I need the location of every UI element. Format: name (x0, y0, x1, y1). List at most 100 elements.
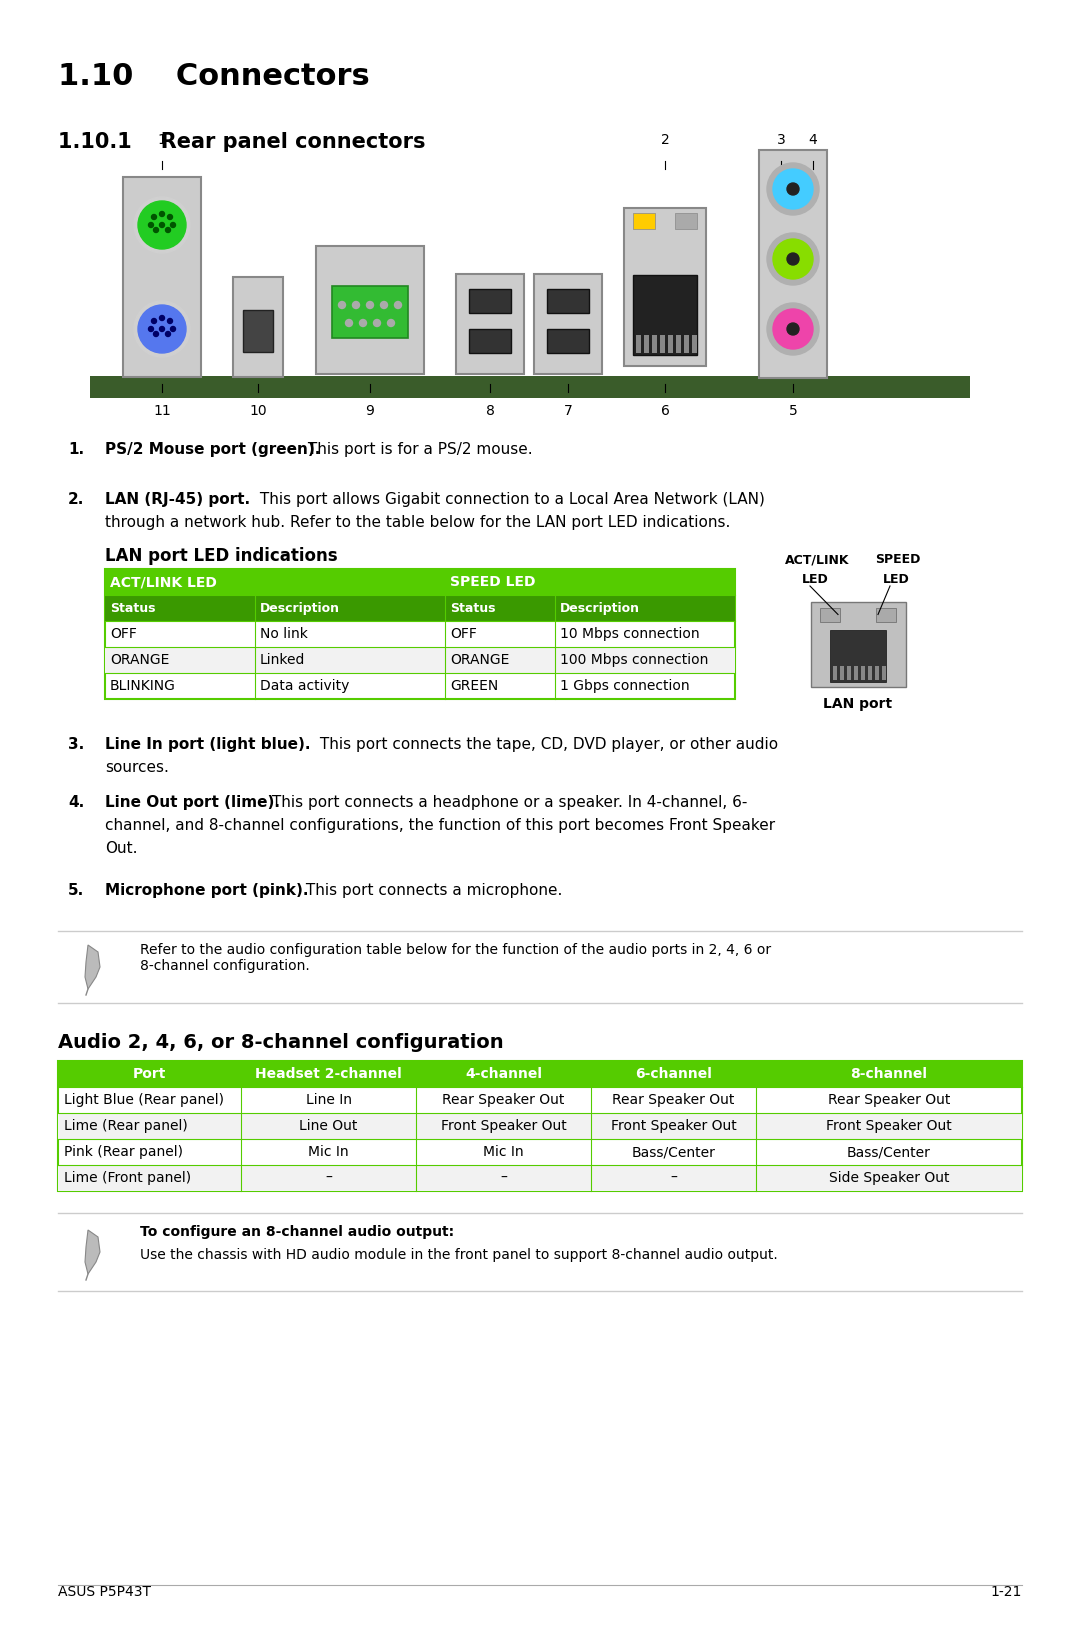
Text: Audio 2, 4, 6, or 8-channel configuration: Audio 2, 4, 6, or 8-channel configuratio… (58, 1033, 503, 1053)
Text: 3.: 3. (68, 737, 84, 752)
Text: OFF: OFF (450, 626, 477, 641)
FancyBboxPatch shape (105, 648, 735, 674)
Text: This port connects the tape, CD, DVD player, or other audio: This port connects the tape, CD, DVD pla… (315, 737, 778, 752)
FancyBboxPatch shape (644, 335, 649, 353)
Circle shape (767, 303, 819, 355)
FancyBboxPatch shape (546, 329, 589, 353)
FancyBboxPatch shape (243, 311, 273, 351)
Text: –: – (500, 1171, 507, 1184)
Text: 6-channel: 6-channel (635, 1067, 712, 1080)
FancyBboxPatch shape (456, 273, 524, 374)
Text: This port connects a microphone.: This port connects a microphone. (301, 883, 563, 898)
Circle shape (346, 319, 352, 327)
Circle shape (153, 332, 159, 337)
Text: Mic In: Mic In (308, 1145, 349, 1158)
Text: Out.: Out. (105, 841, 137, 856)
Text: Port: Port (133, 1067, 166, 1080)
Text: OFF: OFF (110, 626, 137, 641)
Text: 7: 7 (564, 403, 572, 418)
Text: Use the chassis with HD audio module in the front panel to support 8-channel aud: Use the chassis with HD audio module in … (140, 1248, 778, 1263)
Circle shape (134, 301, 190, 356)
FancyBboxPatch shape (469, 329, 511, 353)
Text: 10: 10 (249, 403, 267, 418)
Text: ASUS P5P43T: ASUS P5P43T (58, 1585, 151, 1599)
Text: BLINKING: BLINKING (110, 678, 176, 693)
Circle shape (787, 254, 799, 265)
Circle shape (388, 319, 394, 327)
Text: Description: Description (561, 602, 640, 615)
FancyBboxPatch shape (58, 1113, 1022, 1139)
Text: Data activity: Data activity (260, 678, 349, 693)
FancyBboxPatch shape (316, 246, 424, 374)
Circle shape (394, 301, 402, 309)
FancyBboxPatch shape (58, 1061, 1022, 1087)
Circle shape (138, 202, 186, 249)
FancyBboxPatch shape (90, 376, 970, 399)
FancyBboxPatch shape (861, 665, 865, 680)
Text: ACT/LINK: ACT/LINK (785, 553, 850, 566)
FancyBboxPatch shape (546, 290, 589, 312)
FancyBboxPatch shape (868, 665, 872, 680)
Circle shape (151, 215, 157, 220)
Text: Rear Speaker Out: Rear Speaker Out (612, 1093, 734, 1106)
Text: 1.10.1    Rear panel connectors: 1.10.1 Rear panel connectors (58, 132, 426, 151)
FancyBboxPatch shape (882, 665, 886, 680)
FancyBboxPatch shape (105, 569, 735, 700)
Text: Front Speaker Out: Front Speaker Out (441, 1119, 566, 1132)
Text: Status: Status (450, 602, 496, 615)
Text: SPEED LED: SPEED LED (450, 574, 536, 589)
FancyBboxPatch shape (676, 335, 681, 353)
Text: –: – (325, 1171, 332, 1184)
FancyBboxPatch shape (675, 213, 697, 229)
Text: 1 Gbps connection: 1 Gbps connection (561, 678, 690, 693)
Text: This port connects a headphone or a speaker. In 4-channel, 6-: This port connects a headphone or a spea… (267, 796, 747, 810)
Text: 5: 5 (788, 403, 797, 418)
FancyBboxPatch shape (105, 595, 735, 622)
FancyBboxPatch shape (847, 665, 851, 680)
Text: 4-channel: 4-channel (465, 1067, 542, 1080)
Circle shape (167, 215, 173, 220)
Circle shape (160, 327, 164, 332)
Circle shape (787, 324, 799, 335)
FancyBboxPatch shape (633, 275, 697, 355)
Text: 2: 2 (661, 133, 670, 146)
FancyBboxPatch shape (233, 277, 283, 377)
Circle shape (380, 301, 388, 309)
Text: 11: 11 (153, 403, 171, 418)
Text: This port allows Gigabit connection to a Local Area Network (LAN): This port allows Gigabit connection to a… (255, 491, 765, 508)
FancyBboxPatch shape (876, 607, 896, 622)
Text: SPEED: SPEED (875, 553, 920, 566)
Text: LED: LED (883, 573, 909, 586)
FancyBboxPatch shape (58, 1165, 1022, 1191)
Text: Microphone port (pink).: Microphone port (pink). (105, 883, 309, 898)
FancyBboxPatch shape (840, 665, 843, 680)
Circle shape (171, 327, 175, 332)
Text: 4.: 4. (68, 796, 84, 810)
Polygon shape (85, 945, 100, 989)
FancyBboxPatch shape (810, 602, 905, 687)
Circle shape (149, 327, 153, 332)
Circle shape (366, 301, 374, 309)
Circle shape (352, 301, 360, 309)
Circle shape (151, 319, 157, 324)
Text: –: – (670, 1171, 677, 1184)
Text: Pink (Rear panel): Pink (Rear panel) (64, 1145, 183, 1158)
Text: 1.10    Connectors: 1.10 Connectors (58, 62, 369, 91)
Text: 1-21: 1-21 (990, 1585, 1022, 1599)
Text: Description: Description (260, 602, 340, 615)
Text: Lime (Front panel): Lime (Front panel) (64, 1171, 191, 1184)
FancyBboxPatch shape (669, 335, 673, 353)
Text: LED: LED (802, 573, 828, 586)
Circle shape (787, 182, 799, 195)
Text: Front Speaker Out: Front Speaker Out (826, 1119, 951, 1132)
FancyBboxPatch shape (652, 335, 657, 353)
Polygon shape (85, 1230, 100, 1274)
Text: channel, and 8-channel configurations, the function of this port becomes Front S: channel, and 8-channel configurations, t… (105, 818, 775, 833)
Text: GREEN: GREEN (450, 678, 498, 693)
FancyBboxPatch shape (58, 1061, 1022, 1191)
FancyBboxPatch shape (684, 335, 689, 353)
Text: Side Speaker Out: Side Speaker Out (828, 1171, 949, 1184)
Text: LAN port: LAN port (823, 696, 892, 711)
Text: ACT/LINK LED: ACT/LINK LED (110, 574, 217, 589)
FancyBboxPatch shape (123, 177, 201, 377)
